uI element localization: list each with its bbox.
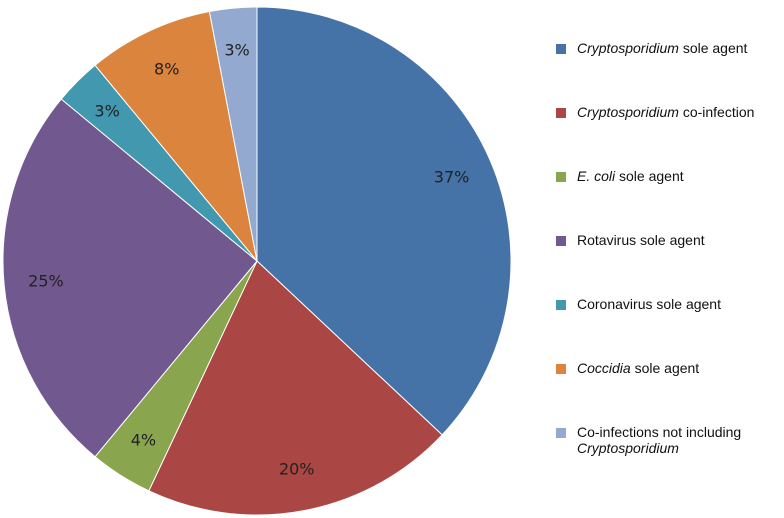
pie-chart: 37% 20% 4% 25% 3% 8% 3%	[2, 6, 512, 516]
pie-slice-0	[256, 6, 512, 436]
legend-label: co-infection	[678, 104, 755, 120]
legend-label: Co-infections not including	[577, 424, 742, 440]
pie-slice-5	[94, 10, 258, 262]
legend-swatch	[556, 300, 566, 310]
slice-label-2: 4%	[131, 431, 156, 450]
legend-swatch	[556, 172, 566, 182]
legend-label: sole agent	[615, 168, 684, 184]
slice-label-1: 20%	[279, 460, 315, 479]
legend-label-italic: Cryptosporidium	[577, 104, 679, 120]
slice-label-5: 8%	[154, 60, 179, 79]
pie-slice-3	[2, 98, 258, 458]
legend-swatch	[556, 364, 566, 374]
legend-label: sole agent	[630, 360, 700, 376]
slice-label-0: 37%	[434, 167, 470, 186]
slice-label-4: 3%	[94, 102, 119, 121]
slice-label-3: 25%	[28, 271, 64, 290]
legend-swatch	[556, 108, 566, 118]
pie-slice-6	[208, 6, 258, 262]
legend-label: Rotavirus sole agent	[577, 232, 705, 248]
pie-slice-1	[148, 260, 443, 516]
legend-label-italic: E. coli	[577, 168, 616, 184]
legend-label-italic: Coccidia	[577, 360, 631, 376]
legend-label-italic: Cryptosporidium	[577, 440, 679, 456]
legend-label: sole agent	[678, 40, 748, 56]
legend-swatch	[556, 44, 566, 54]
legend-label: Coronavirus sole agent	[577, 296, 721, 312]
slice-label-6: 3%	[224, 40, 249, 59]
legend-label-italic: Cryptosporidium	[577, 40, 679, 56]
legend-swatch	[556, 428, 566, 438]
legend-swatch	[556, 236, 566, 246]
